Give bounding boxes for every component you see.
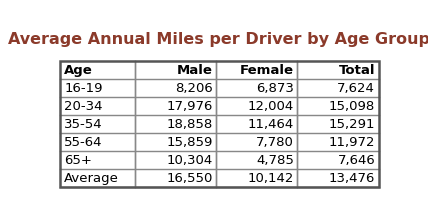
Text: 12,004: 12,004 <box>248 100 294 113</box>
Text: 11,464: 11,464 <box>248 118 294 131</box>
Text: 11,972: 11,972 <box>329 136 375 149</box>
Text: 55-64: 55-64 <box>64 136 103 149</box>
Text: 15,859: 15,859 <box>166 136 213 149</box>
Text: 17,976: 17,976 <box>166 100 213 113</box>
Text: 10,304: 10,304 <box>166 154 213 167</box>
Text: 10,142: 10,142 <box>248 172 294 185</box>
Text: Average Annual Miles per Driver by Age Group: Average Annual Miles per Driver by Age G… <box>9 32 428 47</box>
Text: Male: Male <box>177 64 213 77</box>
Text: Total: Total <box>339 64 375 77</box>
Text: 16-19: 16-19 <box>64 82 103 95</box>
Text: 4,785: 4,785 <box>256 154 294 167</box>
Text: 6,873: 6,873 <box>256 82 294 95</box>
Text: 20-34: 20-34 <box>64 100 103 113</box>
Text: 15,291: 15,291 <box>329 118 375 131</box>
Text: 13,476: 13,476 <box>329 172 375 185</box>
Text: 18,858: 18,858 <box>166 118 213 131</box>
Bar <box>60 61 378 187</box>
Text: 16,550: 16,550 <box>166 172 213 185</box>
Text: Age: Age <box>64 64 93 77</box>
Text: 7,624: 7,624 <box>337 82 375 95</box>
Text: 65+: 65+ <box>64 154 92 167</box>
Text: Female: Female <box>240 64 294 77</box>
Text: 15,098: 15,098 <box>329 100 375 113</box>
Text: 7,780: 7,780 <box>256 136 294 149</box>
Text: 8,206: 8,206 <box>175 82 213 95</box>
Text: 7,646: 7,646 <box>338 154 375 167</box>
Text: Average: Average <box>64 172 119 185</box>
Text: 35-54: 35-54 <box>64 118 103 131</box>
